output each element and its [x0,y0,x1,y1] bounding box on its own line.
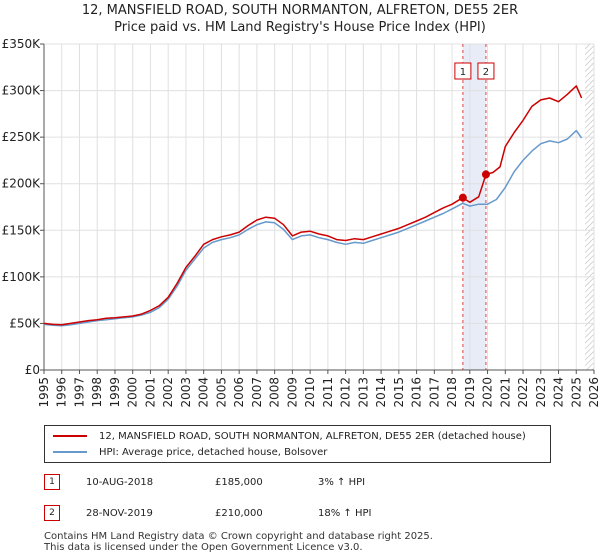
transaction-hpi-change: 18% ↑ HPI [318,508,372,519]
x-tick-label: 2005 [214,377,228,408]
x-tick-label: 2011 [321,377,335,408]
sale-point [458,193,467,202]
x-tick-label: 2003 [179,377,193,408]
forecast-hatch-region [585,44,594,370]
legend-swatch-hpi [53,451,87,453]
x-tick-label: 2000 [126,377,140,408]
y-tick-label: £100K [2,270,42,284]
price-chart: £0 £50K £100K £150K £200K £250K £300K £350K 1995… [2,37,600,408]
transaction-price: £185,000 [215,477,263,488]
transaction-marker-label: 1 [460,67,466,78]
x-tick-label: 2008 [268,377,282,408]
x-tick-label: 2022 [516,377,530,408]
y-tick-label: £150K [2,223,42,237]
legend-label-hpi: HPI: Average price, detached house, Bols… [99,447,328,458]
transaction-row: 2 28-NOV-2019 £210,000 18% ↑ HPI [44,504,564,524]
x-tick-label: 2023 [534,377,548,408]
legend-swatch-property [53,435,87,437]
legend-item-hpi: HPI: Average price, detached house, Bols… [53,445,327,461]
x-tick-label: 2026 [587,377,600,408]
transaction-range-shade [462,44,486,370]
x-tick-label: 2010 [303,377,317,408]
x-tick-label: 2009 [285,377,299,408]
y-tick-label: £300K [2,84,42,98]
transaction-date: 28-NOV-2019 [86,508,153,519]
x-tick-label: 2012 [339,377,353,408]
x-tick-label: 2013 [356,377,370,408]
transaction-date: 10-AUG-2018 [86,477,154,488]
legend-label-property: 12, MANSFIELD ROAD, SOUTH NORMANTON, ALF… [99,431,526,442]
x-tick-label: 2020 [481,377,495,408]
sale-point [481,170,490,179]
x-tick-label: 1997 [72,377,86,408]
x-tick-label: 1995 [37,377,51,408]
transaction-row: 1 10-AUG-2018 £185,000 3% ↑ HPI [44,473,564,493]
y-tick-label: £50K [9,316,41,330]
x-tick-label: 2002 [161,377,175,408]
x-tick-label: 2017 [427,377,441,408]
chart-subtitle: Price paid vs. HM Land Registry's House … [114,20,486,35]
x-tick-label: 2014 [374,377,388,408]
x-tick-label: 2021 [498,377,512,408]
chart-title-block: 12, MANSFIELD ROAD, SOUTH NORMANTON, ALF… [0,2,600,36]
x-tick-label: 2015 [392,377,406,408]
x-tick-label: 2001 [143,377,157,408]
transaction-number-badge: 2 [44,505,60,521]
x-tick-label: 1996 [55,377,69,408]
x-tick-label: 1999 [108,377,122,408]
transaction-marker-badge [454,62,472,80]
x-tick-label: 2004 [197,377,211,408]
transaction-price: £210,000 [215,508,263,519]
chart-title: 12, MANSFIELD ROAD, SOUTH NORMANTON, ALF… [81,3,519,18]
x-tick-label: 2018 [445,377,459,408]
transaction-number-badge: 1 [44,474,60,490]
footer-licence: This data is licensed under the Open Gov… [44,542,363,553]
y-tick-label: £350K [2,37,42,51]
y-tick-label: £250K [2,130,42,144]
property-series-line [43,85,583,326]
hpi-series-line [43,129,583,327]
x-tick-label: 1998 [90,377,104,408]
x-tick-label: 2019 [463,377,477,408]
transaction-hpi-change: 3% ↑ HPI [318,477,366,488]
x-tick-label: 2025 [569,377,583,408]
transaction-marker-badge [477,62,495,80]
x-tick-label: 2024 [552,377,566,408]
x-tick-label: 2007 [250,377,264,408]
footer-copyright: Contains HM Land Registry data © Crown c… [44,531,433,542]
y-tick-label: £0 [25,363,40,377]
x-tick-label: 2016 [410,377,424,408]
chart-legend: 12, MANSFIELD ROAD, SOUTH NORMANTON, ALF… [44,425,551,463]
x-tick-label: 2006 [232,377,246,408]
y-tick-label: £200K [2,177,42,191]
transaction-marker-label: 2 [483,67,489,78]
footer-attribution: Contains HM Land Registry data © Crown c… [44,531,433,553]
legend-item-property: 12, MANSFIELD ROAD, SOUTH NORMANTON, ALF… [53,429,526,445]
plot-area [44,44,594,370]
